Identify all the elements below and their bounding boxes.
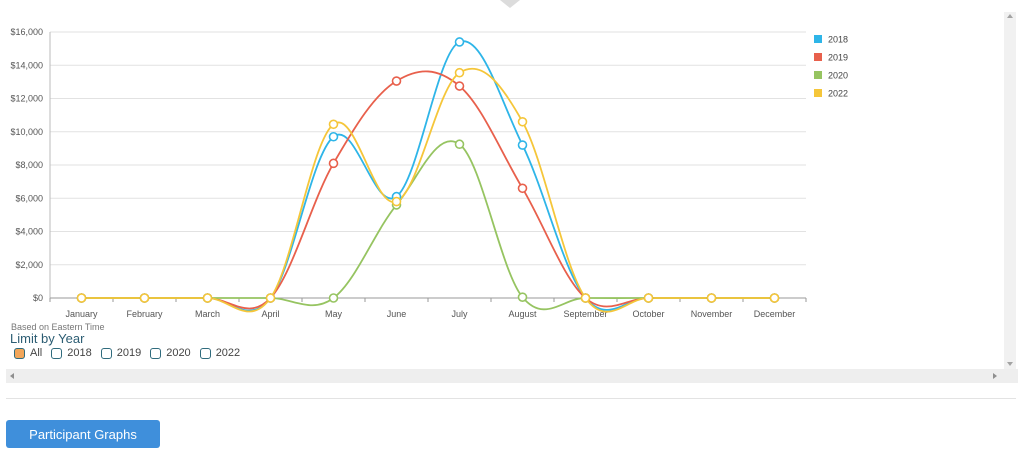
horizontal-scrollbar[interactable] <box>6 369 1018 383</box>
x-tick-label: April <box>261 309 279 319</box>
filter-2022[interactable]: 2022 <box>199 347 241 359</box>
filter-all[interactable]: All <box>14 347 42 359</box>
series-line-2018 <box>81 40 775 312</box>
data-point-2018[interactable] <box>517 140 528 150</box>
filter-label-all: All <box>30 347 43 359</box>
data-point-2018[interactable] <box>328 131 339 142</box>
data-point-2019[interactable] <box>391 76 402 86</box>
legend-swatch-2020 <box>814 71 822 79</box>
data-point-2022[interactable] <box>769 293 780 303</box>
chart-panel: $0 $2,000 $4,000 $6,000 $8,000 $10,000 $12,000… <box>6 12 1018 382</box>
data-point-2020[interactable] <box>328 293 339 303</box>
legend-swatch-2018 <box>814 35 822 43</box>
checkbox-2020[interactable] <box>150 347 162 359</box>
data-point-2020[interactable] <box>517 292 528 302</box>
scroll-left-icon[interactable] <box>10 373 14 379</box>
data-point-2019[interactable] <box>454 81 465 91</box>
data-point-2022[interactable] <box>643 293 654 303</box>
filter-label-2019: 2019 <box>116 347 142 359</box>
legend-label-2019[interactable]: 2019 <box>828 53 848 63</box>
data-point-2022[interactable] <box>517 116 528 127</box>
y-tick-label: $14,000 <box>10 60 43 70</box>
data-point-2019[interactable] <box>517 183 528 194</box>
line-chart: $0 $2,000 $4,000 $6,000 $8,000 $10,000 $12,000… <box>10 27 848 319</box>
y-tick-label: $10,000 <box>10 127 43 137</box>
year-filter: All 2018 2019 2020 2022 <box>14 347 249 359</box>
data-point-2022[interactable] <box>328 119 339 130</box>
x-tick-label: November <box>691 309 733 319</box>
legend-swatch-2022 <box>814 89 822 97</box>
scroll-down-icon[interactable] <box>1007 362 1013 366</box>
legend-swatch-2019 <box>814 53 822 61</box>
series-line-2020 <box>81 140 775 311</box>
checkbox-all[interactable] <box>14 347 25 359</box>
series-line-2022 <box>81 67 775 313</box>
data-point-2020[interactable] <box>454 139 465 150</box>
x-tick-label: December <box>754 309 796 319</box>
timezone-note: Based on Eastern Time <box>11 322 105 332</box>
y-tick-label: $2,000 <box>15 260 43 270</box>
data-point-2022[interactable] <box>76 293 87 303</box>
legend-label-2020[interactable]: 2020 <box>828 71 848 81</box>
legend-label-2018[interactable]: 2018 <box>828 35 848 45</box>
legend-label-2022[interactable]: 2022 <box>828 89 848 99</box>
filter-label-2020: 2020 <box>166 347 191 359</box>
y-tick-label: $12,000 <box>10 94 43 104</box>
series-line-2019 <box>81 70 775 310</box>
x-tick-label: September <box>563 309 607 319</box>
vertical-scrollbar[interactable] <box>1004 12 1016 369</box>
data-point-2022[interactable] <box>580 293 591 303</box>
y-tick-label: $8,000 <box>15 160 43 170</box>
data-point-2022[interactable] <box>706 293 717 303</box>
scroll-up-icon[interactable] <box>1007 14 1013 18</box>
x-tick-label: March <box>195 309 220 319</box>
x-tick-label: August <box>508 309 537 319</box>
filter-2018[interactable]: 2018 <box>51 347 92 359</box>
y-tick-label: $4,000 <box>15 227 43 237</box>
data-point-2022[interactable] <box>139 293 150 303</box>
filter-2019[interactable]: 2019 <box>100 347 142 359</box>
data-point-2022[interactable] <box>454 67 465 78</box>
x-tick-label: October <box>632 309 664 319</box>
data-point-2022[interactable] <box>265 293 276 303</box>
x-tick-label: June <box>387 309 407 319</box>
x-tick-label: January <box>65 309 98 319</box>
checkbox-2022[interactable] <box>199 347 211 359</box>
data-point-2019[interactable] <box>328 158 339 169</box>
checkbox-2018[interactable] <box>51 347 63 359</box>
scroll-right-icon[interactable] <box>993 373 997 379</box>
x-tick-label: May <box>325 309 343 319</box>
checkbox-2019[interactable] <box>100 347 112 359</box>
y-tick-label: $0 <box>33 293 43 303</box>
tooltip-pointer <box>500 0 520 8</box>
y-tick-label: $6,000 <box>15 193 43 203</box>
participant-graphs-button[interactable]: Participant Graphs <box>6 420 160 448</box>
filter-2020[interactable]: 2020 <box>150 347 191 359</box>
filter-label-2022: 2022 <box>215 347 241 359</box>
x-tick-label: February <box>126 309 163 319</box>
data-point-2022[interactable] <box>202 293 213 303</box>
data-point-2018[interactable] <box>454 37 465 47</box>
filter-label-2018: 2018 <box>67 347 92 359</box>
section-divider <box>6 398 1016 399</box>
x-tick-label: July <box>451 309 468 319</box>
y-tick-label: $16,000 <box>10 27 43 37</box>
limit-by-year-title: Limit by Year <box>10 331 85 346</box>
data-point-2022[interactable] <box>391 196 402 207</box>
